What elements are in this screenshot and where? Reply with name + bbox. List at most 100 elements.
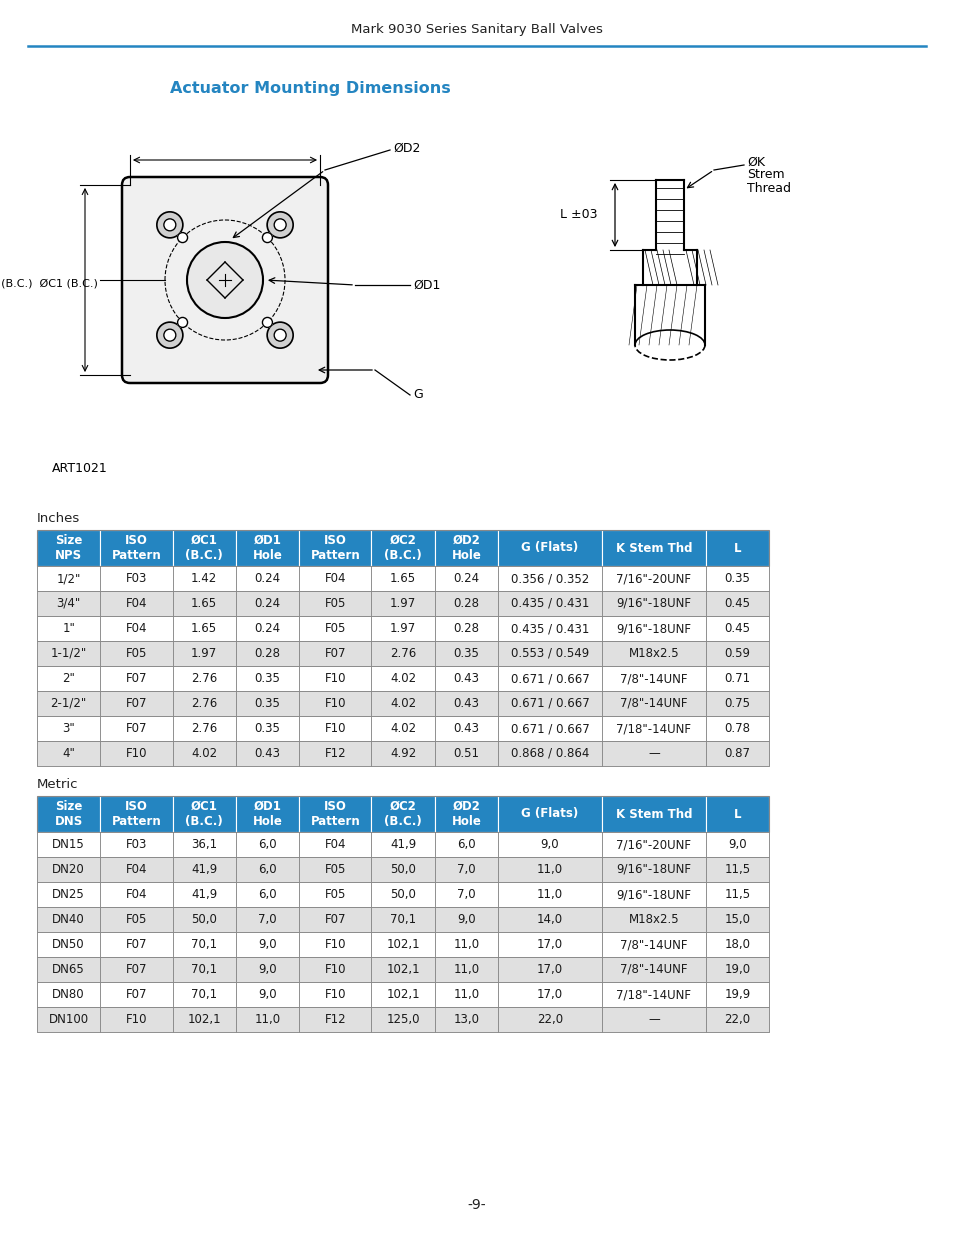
Bar	[235, 641, 299, 666]
Bar	[371, 906, 435, 932]
Circle shape	[274, 330, 286, 341]
Bar	[299, 692, 371, 716]
Text: 0.24: 0.24	[254, 572, 280, 585]
Text: F07: F07	[126, 672, 147, 685]
Text: 0.435 / 0.431: 0.435 / 0.431	[510, 597, 589, 610]
Text: 7/18"-14UNF: 7/18"-14UNF	[616, 988, 691, 1002]
Text: F10: F10	[324, 939, 346, 951]
Bar	[235, 857, 299, 882]
Bar	[435, 692, 497, 716]
Bar	[37, 692, 768, 716]
Text: F04: F04	[126, 597, 147, 610]
Bar	[371, 716, 435, 741]
Text: Pattern: Pattern	[310, 550, 360, 562]
Text: NPS: NPS	[55, 550, 82, 562]
Text: 0.553 / 0.549: 0.553 / 0.549	[511, 647, 589, 659]
Bar	[705, 616, 768, 641]
Text: ØC1: ØC1	[191, 799, 217, 813]
Bar	[601, 932, 705, 957]
Text: 0.71: 0.71	[723, 672, 750, 685]
Bar	[37, 666, 100, 692]
Bar	[172, 906, 235, 932]
Text: 1.97: 1.97	[390, 597, 416, 610]
Text: 9,0: 9,0	[456, 913, 476, 926]
Text: 9,0: 9,0	[727, 839, 746, 851]
Text: DN20: DN20	[52, 863, 85, 876]
Text: ØD1: ØD1	[253, 534, 281, 547]
Bar	[100, 957, 172, 982]
Text: ØC2 (B.C.)  ØC1 (B.C.): ØC2 (B.C.) ØC1 (B.C.)	[0, 278, 98, 288]
Bar	[100, 716, 172, 741]
Bar	[172, 741, 235, 766]
Bar	[371, 616, 435, 641]
Text: 0.24: 0.24	[254, 622, 280, 635]
Text: 41,9: 41,9	[390, 839, 416, 851]
Bar	[37, 857, 100, 882]
Bar	[37, 641, 100, 666]
Text: 11,0: 11,0	[453, 988, 479, 1002]
Text: Thread: Thread	[746, 182, 790, 194]
Text: 0.671 / 0.667: 0.671 / 0.667	[510, 722, 589, 735]
Text: DN15: DN15	[52, 839, 85, 851]
Text: 11,0: 11,0	[453, 963, 479, 976]
Bar	[37, 957, 100, 982]
Text: 9/16"-18UNF: 9/16"-18UNF	[616, 863, 691, 876]
Text: Inches: Inches	[37, 511, 80, 525]
Bar	[172, 957, 235, 982]
Text: ØD1: ØD1	[253, 799, 281, 813]
Bar	[100, 1007, 172, 1032]
Bar	[100, 741, 172, 766]
Text: (B.C.): (B.C.)	[384, 550, 421, 562]
Text: DNS: DNS	[54, 815, 83, 829]
Text: G (Flats): G (Flats)	[521, 808, 578, 820]
Text: 9,0: 9,0	[258, 939, 276, 951]
Bar	[37, 906, 768, 932]
Text: F03: F03	[126, 839, 147, 851]
Text: ØK: ØK	[746, 156, 764, 168]
Bar	[37, 982, 768, 1007]
Bar	[37, 692, 100, 716]
Bar	[37, 592, 768, 616]
Bar	[435, 592, 497, 616]
Bar	[435, 932, 497, 957]
Text: ISO: ISO	[323, 534, 346, 547]
Text: F07: F07	[126, 697, 147, 710]
Bar	[497, 857, 601, 882]
Bar	[497, 882, 601, 906]
Bar	[705, 692, 768, 716]
Text: 7/8"-14UNF: 7/8"-14UNF	[619, 697, 687, 710]
Text: 0.35: 0.35	[254, 672, 280, 685]
Bar	[37, 530, 768, 566]
Bar	[371, 982, 435, 1007]
Text: DN40: DN40	[52, 913, 85, 926]
Bar	[601, 982, 705, 1007]
Bar	[497, 741, 601, 766]
Text: 125,0: 125,0	[386, 1013, 419, 1026]
Text: Hole: Hole	[451, 815, 481, 829]
Bar	[371, 857, 435, 882]
Text: Size: Size	[55, 534, 82, 547]
Bar	[299, 797, 371, 832]
Text: 0.35: 0.35	[254, 697, 280, 710]
Bar	[172, 530, 235, 566]
Text: 9,0: 9,0	[540, 839, 558, 851]
Text: 4": 4"	[62, 747, 75, 760]
Text: 50,0: 50,0	[390, 863, 416, 876]
Bar	[435, 616, 497, 641]
Text: 0.435 / 0.431: 0.435 / 0.431	[510, 622, 589, 635]
Bar	[235, 692, 299, 716]
Bar	[705, 982, 768, 1007]
Bar	[371, 692, 435, 716]
Text: 102,1: 102,1	[386, 963, 419, 976]
Bar	[235, 906, 299, 932]
Text: ISO: ISO	[125, 534, 148, 547]
Bar	[100, 666, 172, 692]
Text: 11,0: 11,0	[537, 863, 562, 876]
Bar	[601, 957, 705, 982]
Bar	[435, 982, 497, 1007]
Text: F07: F07	[126, 963, 147, 976]
Bar	[601, 832, 705, 857]
Text: 6,0: 6,0	[258, 839, 276, 851]
Bar	[37, 882, 100, 906]
Text: 0.35: 0.35	[254, 722, 280, 735]
